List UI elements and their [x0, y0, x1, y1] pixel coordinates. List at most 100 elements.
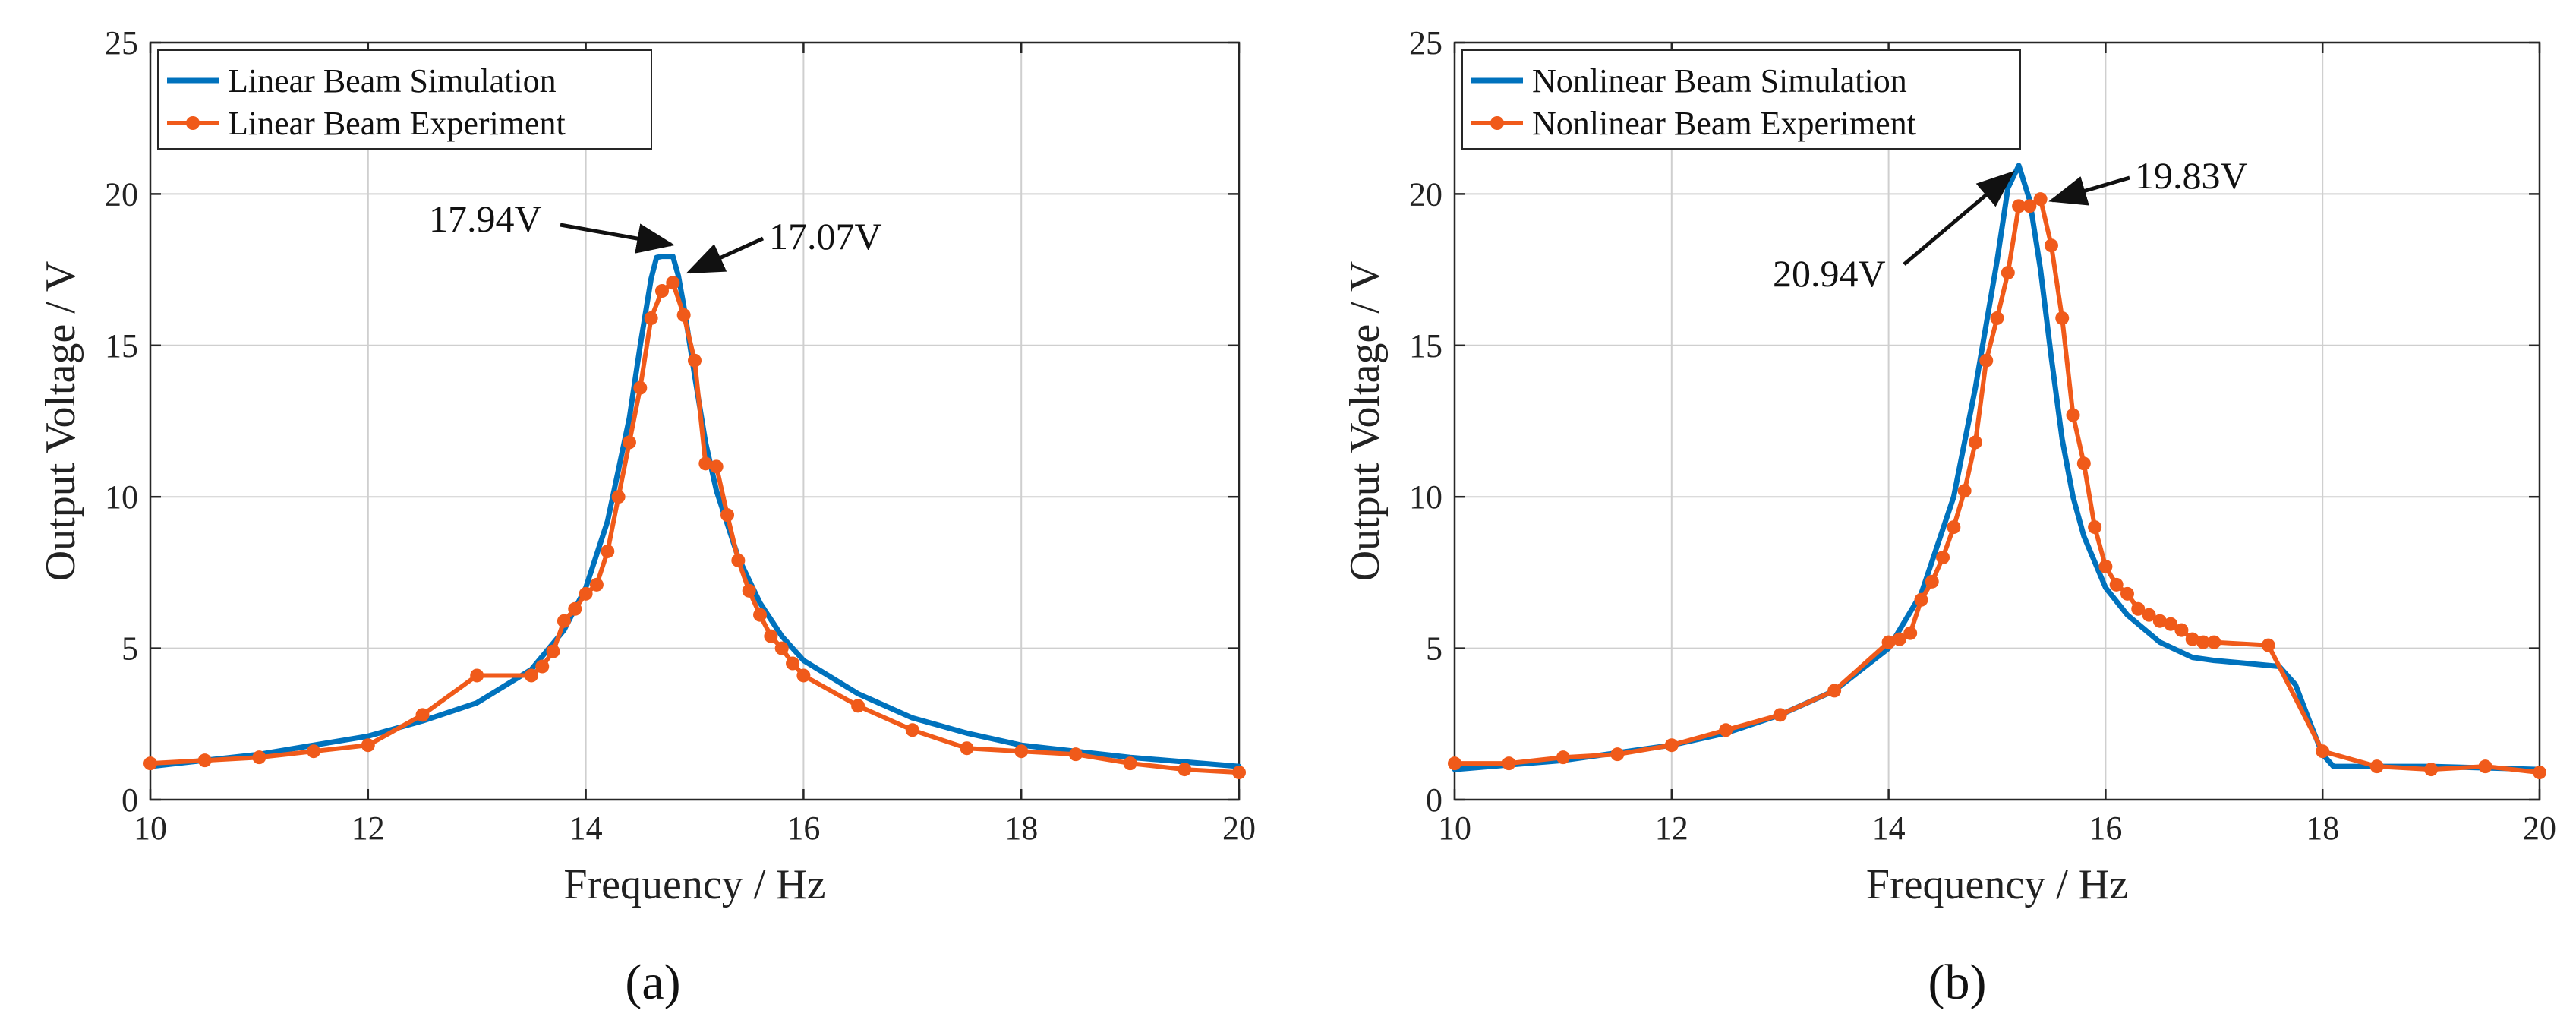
data-point: [1068, 747, 1083, 762]
x-tick-label: 14: [569, 810, 603, 847]
data-point: [2174, 623, 2189, 637]
data-point: [2109, 577, 2124, 592]
x-tick-label: 14: [1872, 810, 1906, 847]
data-point: [2207, 635, 2221, 649]
data-point: [742, 583, 756, 598]
annotation-label: 17.94V: [429, 197, 542, 240]
data-point: [960, 741, 974, 756]
data-point: [1232, 766, 1246, 780]
data-point: [2533, 766, 2546, 780]
x-axis-label: Frequency / Hz: [563, 861, 825, 908]
data-point: [2098, 559, 2113, 573]
data-point: [557, 614, 571, 628]
chart-panel-b: 10 12 14 16 18 20 0 5 10 15 20 25 Frequency / Hz Outp…: [1342, 24, 2556, 1010]
data-point: [764, 629, 778, 643]
x-tick-label: 20: [1222, 810, 1256, 847]
data-point: [589, 577, 604, 592]
data-point: [796, 668, 811, 683]
data-point: [546, 644, 560, 658]
legend-box: [1461, 49, 2021, 150]
y-tick-label: 5: [121, 630, 138, 668]
data-point: [2164, 617, 2178, 631]
data-point: [720, 508, 735, 523]
data-point: [1914, 592, 1928, 607]
data-point: [1957, 484, 1972, 498]
y-tick-label: 25: [1409, 24, 1442, 62]
data-point: [1610, 747, 1625, 762]
data-point: [2044, 238, 2058, 253]
legend-label: Linear Beam Experiment: [228, 105, 566, 142]
data-point: [252, 750, 266, 765]
data-point: [633, 380, 648, 395]
data-point: [1881, 635, 1896, 649]
y-tick-label: 20: [105, 175, 138, 213]
y-tick-label: 0: [1426, 781, 1442, 819]
data-point: [1448, 756, 1461, 771]
data-point: [415, 708, 430, 722]
y-tick-label: 15: [105, 327, 138, 365]
y-tick-label: 15: [1409, 327, 1442, 365]
data-point: [666, 276, 680, 290]
data-point: [1014, 744, 1029, 759]
legend-label: Nonlinear Beam Experiment: [1532, 105, 1916, 142]
data-point: [1773, 708, 1787, 722]
data-point: [905, 723, 919, 737]
data-point: [1892, 632, 1906, 646]
x-tick-label: 16: [787, 810, 820, 847]
panel-label: (b): [1928, 955, 1987, 1010]
x-tick-label: 12: [352, 810, 385, 847]
x-tick-label: 18: [2306, 810, 2339, 847]
y-tick-label: 5: [1426, 630, 1442, 668]
data-point: [1936, 550, 1950, 564]
data-point: [2478, 759, 2492, 774]
data-point: [535, 659, 550, 674]
y-axis-label: Output Voltage / V: [37, 261, 84, 582]
data-point: [2120, 586, 2134, 601]
x-tick-label: 10: [1438, 810, 1471, 847]
data-point: [143, 756, 157, 771]
y-tick-label: 10: [105, 478, 138, 516]
x-tick-label: 10: [134, 810, 167, 847]
annotation-label: 17.07V: [769, 215, 882, 257]
data-point: [2196, 635, 2211, 649]
data-point: [579, 586, 593, 601]
y-tick-label: 25: [105, 24, 138, 62]
annotation-label: 20.94V: [1773, 252, 1886, 295]
data-point: [2055, 311, 2070, 325]
data-point: [2033, 192, 2048, 207]
axes-box: [1453, 41, 2541, 801]
data-point: [524, 668, 538, 683]
x-tick-label: 20: [2523, 810, 2556, 847]
data-point: [622, 435, 636, 450]
legend-marker: [1490, 116, 1504, 130]
data-point: [611, 490, 626, 504]
y-tick-label: 20: [1409, 175, 1442, 213]
data-point: [1903, 626, 1918, 640]
data-point: [1178, 763, 1192, 777]
axes-box: [149, 41, 1241, 801]
y-tick-label: 0: [121, 781, 138, 819]
data-point: [2088, 520, 2102, 535]
chart-panel-a: 10 12 14 16 18 20 0 5 10 15 20 25 Frequency / Hz Outp…: [37, 24, 1256, 1010]
data-point: [2424, 763, 2439, 777]
data-point: [786, 656, 800, 671]
x-tick-label: 16: [2089, 810, 2122, 847]
data-point: [2131, 601, 2146, 616]
data-point: [2369, 759, 2384, 774]
data-point: [1664, 738, 1679, 753]
y-tick-label: 10: [1409, 478, 1442, 516]
annotation-arrow: [560, 223, 675, 254]
data-point: [2066, 408, 2080, 422]
data-point: [1827, 684, 1842, 698]
data-point: [2076, 456, 2091, 471]
legend-label: Linear Beam Simulation: [228, 62, 557, 99]
data-point: [1556, 750, 1570, 765]
panel-label: (a): [625, 955, 680, 1010]
data-point: [851, 699, 865, 713]
data-point: [1502, 756, 1516, 771]
data-point: [2023, 199, 2037, 213]
data-point: [361, 738, 375, 753]
data-point: [1925, 574, 1939, 589]
x-tick-label: 12: [1655, 810, 1688, 847]
data-point: [654, 284, 669, 298]
